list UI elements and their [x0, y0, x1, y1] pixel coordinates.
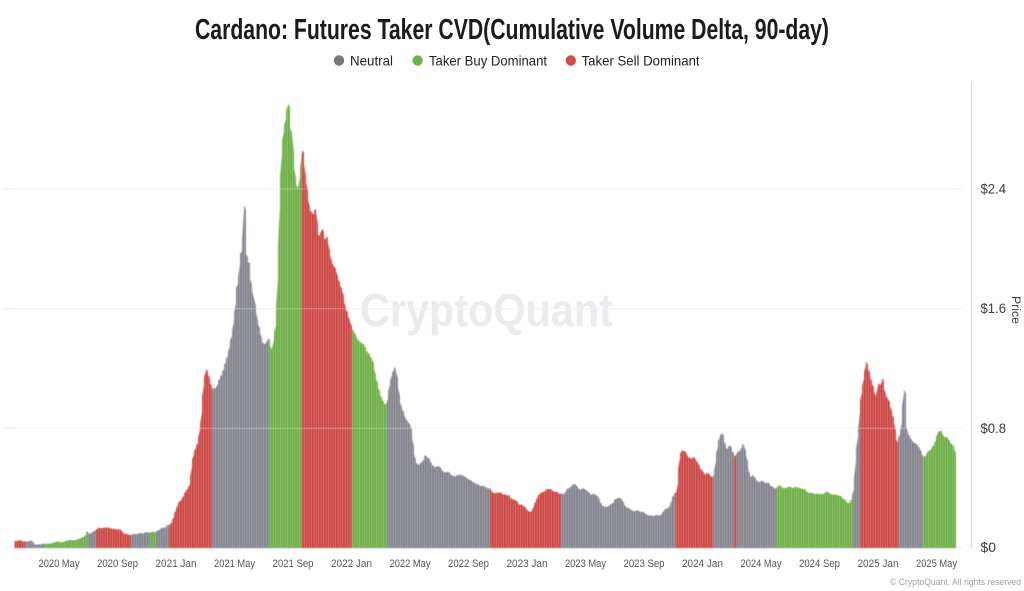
svg-text:2024 May: 2024 May [741, 558, 782, 570]
svg-text:2022 Jan: 2022 Jan [331, 558, 372, 570]
svg-text:2023 Jan: 2023 Jan [507, 558, 548, 570]
svg-text:2024 Jan: 2024 Jan [682, 558, 723, 570]
svg-text:2020 May: 2020 May [39, 558, 80, 570]
svg-text:Taker Buy Dominant: Taker Buy Dominant [429, 53, 547, 69]
svg-text:Neutral: Neutral [350, 53, 393, 69]
svg-text:Taker Sell Dominant: Taker Sell Dominant [582, 53, 700, 69]
svg-text:2020 Sep: 2020 Sep [97, 558, 138, 570]
svg-text:2021 May: 2021 May [214, 558, 255, 570]
svg-text:2022 Sep: 2022 Sep [448, 558, 489, 570]
svg-text:2021 Sep: 2021 Sep [273, 558, 314, 570]
svg-text:© CryptoQuant. All rights rese: © CryptoQuant. All rights reserved [890, 577, 1021, 588]
svg-text:$0: $0 [981, 540, 997, 555]
svg-text:Price: Price [1009, 296, 1021, 324]
svg-text:$0.8: $0.8 [981, 421, 1007, 436]
svg-text:2021 Jan: 2021 Jan [156, 558, 197, 570]
svg-text:2023 Sep: 2023 Sep [624, 558, 665, 570]
svg-text:2024 Sep: 2024 Sep [799, 558, 840, 570]
svg-text:Cardano: Futures Taker CVD(Cum: Cardano: Futures Taker CVD(Cumulative Vo… [195, 14, 829, 46]
svg-text:2023 May: 2023 May [565, 558, 606, 570]
svg-text:$1.6: $1.6 [981, 301, 1007, 316]
svg-text:2025 May: 2025 May [916, 558, 957, 570]
svg-text:2022 May: 2022 May [390, 558, 431, 570]
svg-text:$2.4: $2.4 [981, 182, 1007, 197]
svg-text:2025 Jan: 2025 Jan [858, 558, 899, 570]
